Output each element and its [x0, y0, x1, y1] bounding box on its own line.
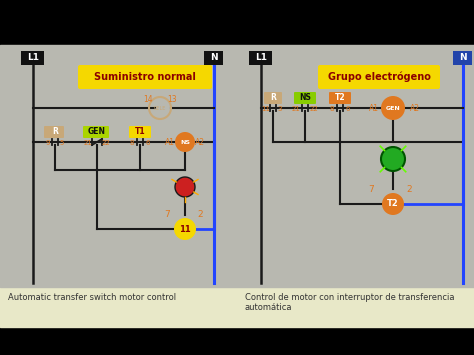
Text: 22: 22 [310, 106, 319, 112]
Circle shape [381, 147, 405, 171]
Text: N: N [459, 53, 467, 62]
Text: L1: L1 [255, 53, 267, 62]
Text: NS: NS [180, 140, 190, 144]
Text: 5: 5 [60, 140, 64, 146]
Text: R: R [270, 93, 276, 103]
Text: A2: A2 [195, 138, 205, 147]
FancyBboxPatch shape [204, 50, 224, 65]
Text: 11: 11 [179, 224, 191, 234]
Text: GEN: GEN [88, 127, 106, 137]
FancyBboxPatch shape [249, 50, 273, 65]
Text: 11: 11 [262, 106, 271, 112]
Text: Suministro normal: Suministro normal [94, 72, 196, 82]
Text: Automatic transfer switch motor control: Automatic transfer switch motor control [8, 293, 176, 302]
Text: 7: 7 [368, 185, 374, 194]
Text: 6: 6 [346, 106, 350, 112]
Circle shape [382, 193, 404, 215]
Bar [0, 45, 474, 287]
Text: A1: A1 [165, 138, 175, 147]
FancyBboxPatch shape [329, 92, 351, 104]
Text: 9: 9 [46, 140, 50, 146]
Text: 21: 21 [292, 106, 301, 112]
Circle shape [175, 177, 195, 197]
Circle shape [175, 132, 195, 152]
Text: R: R [52, 127, 58, 137]
Text: Grupo electrógeno: Grupo electrógeno [328, 72, 430, 82]
Text: Control de motor con interruptor de transferencia
automática: Control de motor con interruptor de tran… [245, 293, 455, 312]
Text: T2: T2 [387, 200, 399, 208]
FancyBboxPatch shape [129, 126, 151, 138]
Text: T2: T2 [335, 93, 346, 103]
Text: RELE: RELE [154, 105, 166, 110]
FancyBboxPatch shape [264, 92, 282, 104]
Bar [0, 327, 474, 355]
Text: A1: A1 [369, 104, 379, 113]
FancyBboxPatch shape [454, 50, 473, 65]
FancyBboxPatch shape [294, 92, 316, 104]
Text: 3: 3 [278, 106, 282, 112]
Text: NS: NS [299, 93, 311, 103]
FancyBboxPatch shape [44, 126, 64, 138]
Text: A2: A2 [410, 104, 420, 113]
Bar [0, 0, 474, 45]
Circle shape [174, 218, 196, 240]
Text: 6: 6 [146, 140, 150, 146]
Circle shape [381, 96, 405, 120]
Text: 14: 14 [143, 95, 153, 104]
FancyBboxPatch shape [21, 50, 45, 65]
Text: 2: 2 [406, 185, 412, 194]
Text: 8: 8 [330, 106, 334, 112]
Text: L1: L1 [27, 53, 39, 62]
Text: 21: 21 [83, 140, 92, 146]
Text: GEN: GEN [386, 105, 401, 110]
Text: T1: T1 [135, 127, 146, 137]
Text: 8: 8 [130, 140, 134, 146]
Text: 22: 22 [101, 140, 110, 146]
FancyBboxPatch shape [78, 65, 212, 89]
Text: 2: 2 [197, 210, 203, 219]
FancyBboxPatch shape [83, 126, 109, 138]
Text: 13: 13 [167, 95, 177, 104]
Text: N: N [210, 53, 218, 62]
FancyBboxPatch shape [318, 65, 440, 89]
Text: 7: 7 [164, 210, 170, 219]
Bar [0, 287, 474, 327]
